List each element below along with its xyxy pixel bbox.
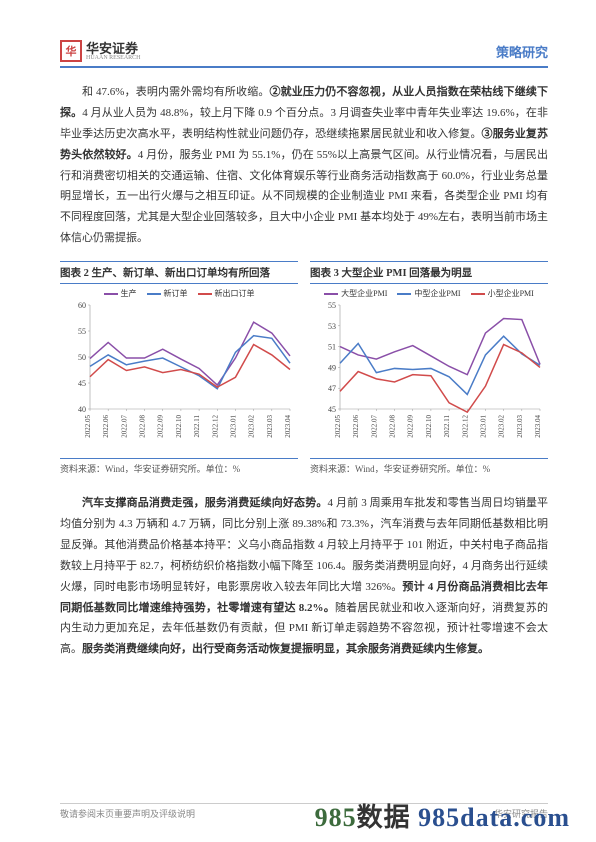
chart-3-title: 图表 3 大型企业 PMI 回落最为明显 bbox=[310, 261, 548, 284]
svg-text:2022.11: 2022.11 bbox=[193, 415, 201, 438]
legend-item: 小型企业PMI bbox=[471, 288, 534, 299]
svg-text:2022.06: 2022.06 bbox=[352, 415, 360, 438]
svg-text:55: 55 bbox=[328, 301, 336, 310]
svg-text:2023.03: 2023.03 bbox=[516, 415, 524, 438]
chart-3-source: 资料来源：Wind，华安证券研究所。单位：% bbox=[310, 458, 548, 475]
p1-text1: 4 月从业人员为 48.8%，较上月下降 0.9 个百分点。3 月调查失业率中青… bbox=[60, 107, 548, 140]
svg-text:2023.02: 2023.02 bbox=[248, 415, 256, 438]
svg-text:51: 51 bbox=[328, 343, 336, 352]
svg-text:2022.07: 2022.07 bbox=[370, 415, 378, 438]
logo-cn: 华安证券 bbox=[86, 42, 141, 55]
chart-2-svg: 40 45 50 55 60 2022.05 2022.06 2022.07 2022.08 20… bbox=[60, 301, 298, 451]
legend-item: 中型企业PMI bbox=[397, 288, 460, 299]
wm-d: data bbox=[460, 803, 513, 832]
svg-text:2022.11: 2022.11 bbox=[443, 415, 451, 438]
logo-en: HUAAN RESEARCH bbox=[86, 55, 141, 61]
svg-text:2023.03: 2023.03 bbox=[266, 415, 274, 438]
svg-text:2023.04: 2023.04 bbox=[534, 415, 542, 438]
legend-item: 大型企业PMI bbox=[324, 288, 387, 299]
svg-text:50: 50 bbox=[78, 353, 86, 362]
watermark: 985数据 985data.com bbox=[315, 797, 570, 834]
svg-text:2022.12: 2022.12 bbox=[211, 415, 219, 438]
chart-3-svg: 45 47 49 51 53 55 2022.05 2022.06 2022.07 2022.08… bbox=[310, 301, 548, 451]
legend-item: 新订单 bbox=[147, 288, 188, 299]
wm-e: .com bbox=[513, 803, 570, 832]
chart-3: 图表 3 大型企业 PMI 回落最为明显 大型企业PMI 中型企业PMI 小型企业P… bbox=[310, 261, 548, 475]
wm-a: 985 bbox=[315, 803, 357, 832]
p2-text0: 4 月前 3 周乘用车批发和零售当周日均销量平均值分别为 4.3 万辆和 4.7… bbox=[60, 497, 548, 593]
page-header: 华 华安证券 HUAAN RESEARCH 策略研究 bbox=[60, 40, 548, 68]
svg-text:2022.10: 2022.10 bbox=[425, 415, 433, 438]
wm-b: 数据 bbox=[357, 803, 419, 832]
svg-text:60: 60 bbox=[78, 301, 86, 310]
svg-text:2022.06: 2022.06 bbox=[102, 415, 110, 438]
brand-logo: 华 华安证券 HUAAN RESEARCH bbox=[60, 40, 141, 62]
svg-text:2022.10: 2022.10 bbox=[175, 415, 183, 438]
p2-bold2: 服务类消费继续向好，出行受商务活动恢复提振明显，其余服务消费延续内生修复。 bbox=[82, 643, 489, 655]
chart-2-legend: 生产新订单新出口订单 bbox=[60, 288, 298, 299]
svg-text:2023.02: 2023.02 bbox=[498, 415, 506, 438]
svg-text:2023.04: 2023.04 bbox=[284, 415, 292, 438]
svg-text:45: 45 bbox=[328, 405, 336, 414]
paragraph-2: 汽车支撑商品消费走强，服务消费延续向好态势。4 月前 3 周乘用车批发和零售当周… bbox=[60, 493, 548, 660]
logo-icon: 华 bbox=[60, 40, 82, 62]
svg-text:2022.05: 2022.05 bbox=[84, 415, 92, 438]
svg-text:2022.12: 2022.12 bbox=[461, 415, 469, 438]
p2-bold0: 汽车支撑商品消费走强，服务消费延续向好态势。 bbox=[82, 497, 328, 509]
svg-text:2022.05: 2022.05 bbox=[334, 415, 342, 438]
wm-c: 985 bbox=[418, 803, 460, 832]
chart-row: 图表 2 生产、新订单、新出口订单均有所回落 生产新订单新出口订单 40 45 50… bbox=[60, 261, 548, 475]
svg-text:2022.08: 2022.08 bbox=[389, 415, 397, 438]
legend-item: 生产 bbox=[104, 288, 137, 299]
legend-item: 新出口订单 bbox=[198, 288, 255, 299]
chart-2-title: 图表 2 生产、新订单、新出口订单均有所回落 bbox=[60, 261, 298, 284]
svg-text:55: 55 bbox=[78, 327, 86, 336]
svg-text:47: 47 bbox=[328, 384, 336, 393]
p1-text2: 4 月份，服务业 PMI 为 55.1%，仍在 55%以上高景气区间。从行业情况… bbox=[60, 149, 548, 245]
chart-2: 图表 2 生产、新订单、新出口订单均有所回落 生产新订单新出口订单 40 45 50… bbox=[60, 261, 298, 475]
svg-text:2023.01: 2023.01 bbox=[479, 415, 487, 438]
svg-text:2022.09: 2022.09 bbox=[407, 415, 415, 438]
paragraph-1: 和 47.6%，表明内需外需均有所收缩。②就业压力仍不容忽视，从业人员指数在荣枯… bbox=[60, 82, 548, 249]
svg-text:40: 40 bbox=[78, 405, 86, 414]
svg-text:2022.08: 2022.08 bbox=[139, 415, 147, 438]
footer-left: 敬请参阅末页重要声明及评级说明 bbox=[60, 807, 195, 820]
chart-2-source: 资料来源：Wind，华安证券研究所。单位：% bbox=[60, 458, 298, 475]
p1-text0: 和 47.6%，表明内需外需均有所收缩。 bbox=[82, 86, 270, 98]
svg-text:2023.01: 2023.01 bbox=[229, 415, 237, 438]
svg-text:45: 45 bbox=[78, 379, 86, 388]
svg-text:53: 53 bbox=[328, 322, 336, 331]
chart-3-legend: 大型企业PMI 中型企业PMI 小型企业PMI bbox=[310, 288, 548, 299]
svg-text:49: 49 bbox=[328, 364, 336, 373]
svg-text:2022.07: 2022.07 bbox=[120, 415, 128, 438]
header-category: 策略研究 bbox=[496, 42, 548, 61]
svg-text:2022.09: 2022.09 bbox=[157, 415, 165, 438]
